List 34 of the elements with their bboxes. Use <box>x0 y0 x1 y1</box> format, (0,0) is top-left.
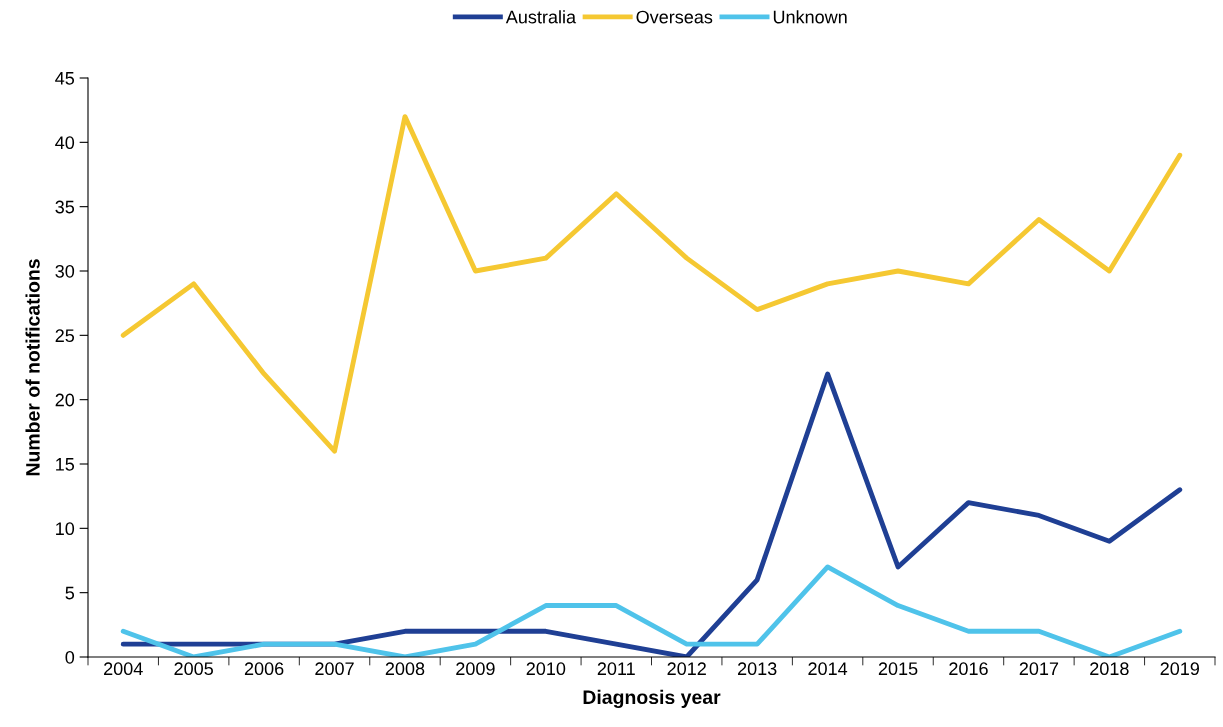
x-tick-label: 2007 <box>315 662 354 676</box>
x-tick-label: 2013 <box>737 662 777 676</box>
x-tick-label: 2012 <box>667 662 706 676</box>
x-tick-label: 2017 <box>1019 662 1059 676</box>
x-tick-label: 2005 <box>174 662 213 676</box>
x-tick-label: 2019 <box>1160 662 1200 676</box>
line-series <box>120 564 1183 657</box>
line-series <box>120 114 1183 454</box>
x-tick-label: 2018 <box>1090 662 1129 676</box>
legend-label: Australia <box>505 10 577 24</box>
y-tick-label: 45 <box>55 72 75 85</box>
legend-label: Overseas <box>636 10 713 24</box>
y-tick-label: 25 <box>55 329 75 343</box>
x-axis-title: Diagnosis year <box>583 689 721 709</box>
y-tick-label: 20 <box>55 393 75 407</box>
legend-label: Unknown <box>773 10 847 24</box>
line-series <box>120 371 1183 657</box>
x-tick-label: 2004 <box>104 662 143 676</box>
y-tick-label: 0 <box>65 650 75 664</box>
y-tick-label: 30 <box>55 264 75 278</box>
y-tick-label: 10 <box>56 522 75 536</box>
x-tick-label: 2016 <box>949 662 988 676</box>
y-tick-label: 5 <box>65 586 75 600</box>
y-tick-label: 15 <box>56 458 75 471</box>
y-tick-label: 40 <box>55 136 75 150</box>
x-tick-label: 2009 <box>456 662 495 676</box>
x-tick-label: 2014 <box>808 662 848 676</box>
x-tick-label: 2015 <box>878 662 918 676</box>
x-tick-label: 2008 <box>385 662 425 676</box>
x-tick-label: 2011 <box>597 662 635 676</box>
y-axis-title: Number of notifications <box>25 259 40 476</box>
x-tick-label: 2006 <box>244 662 284 676</box>
x-tick-label: 2010 <box>526 662 566 676</box>
y-tick-label: 35 <box>55 200 75 214</box>
